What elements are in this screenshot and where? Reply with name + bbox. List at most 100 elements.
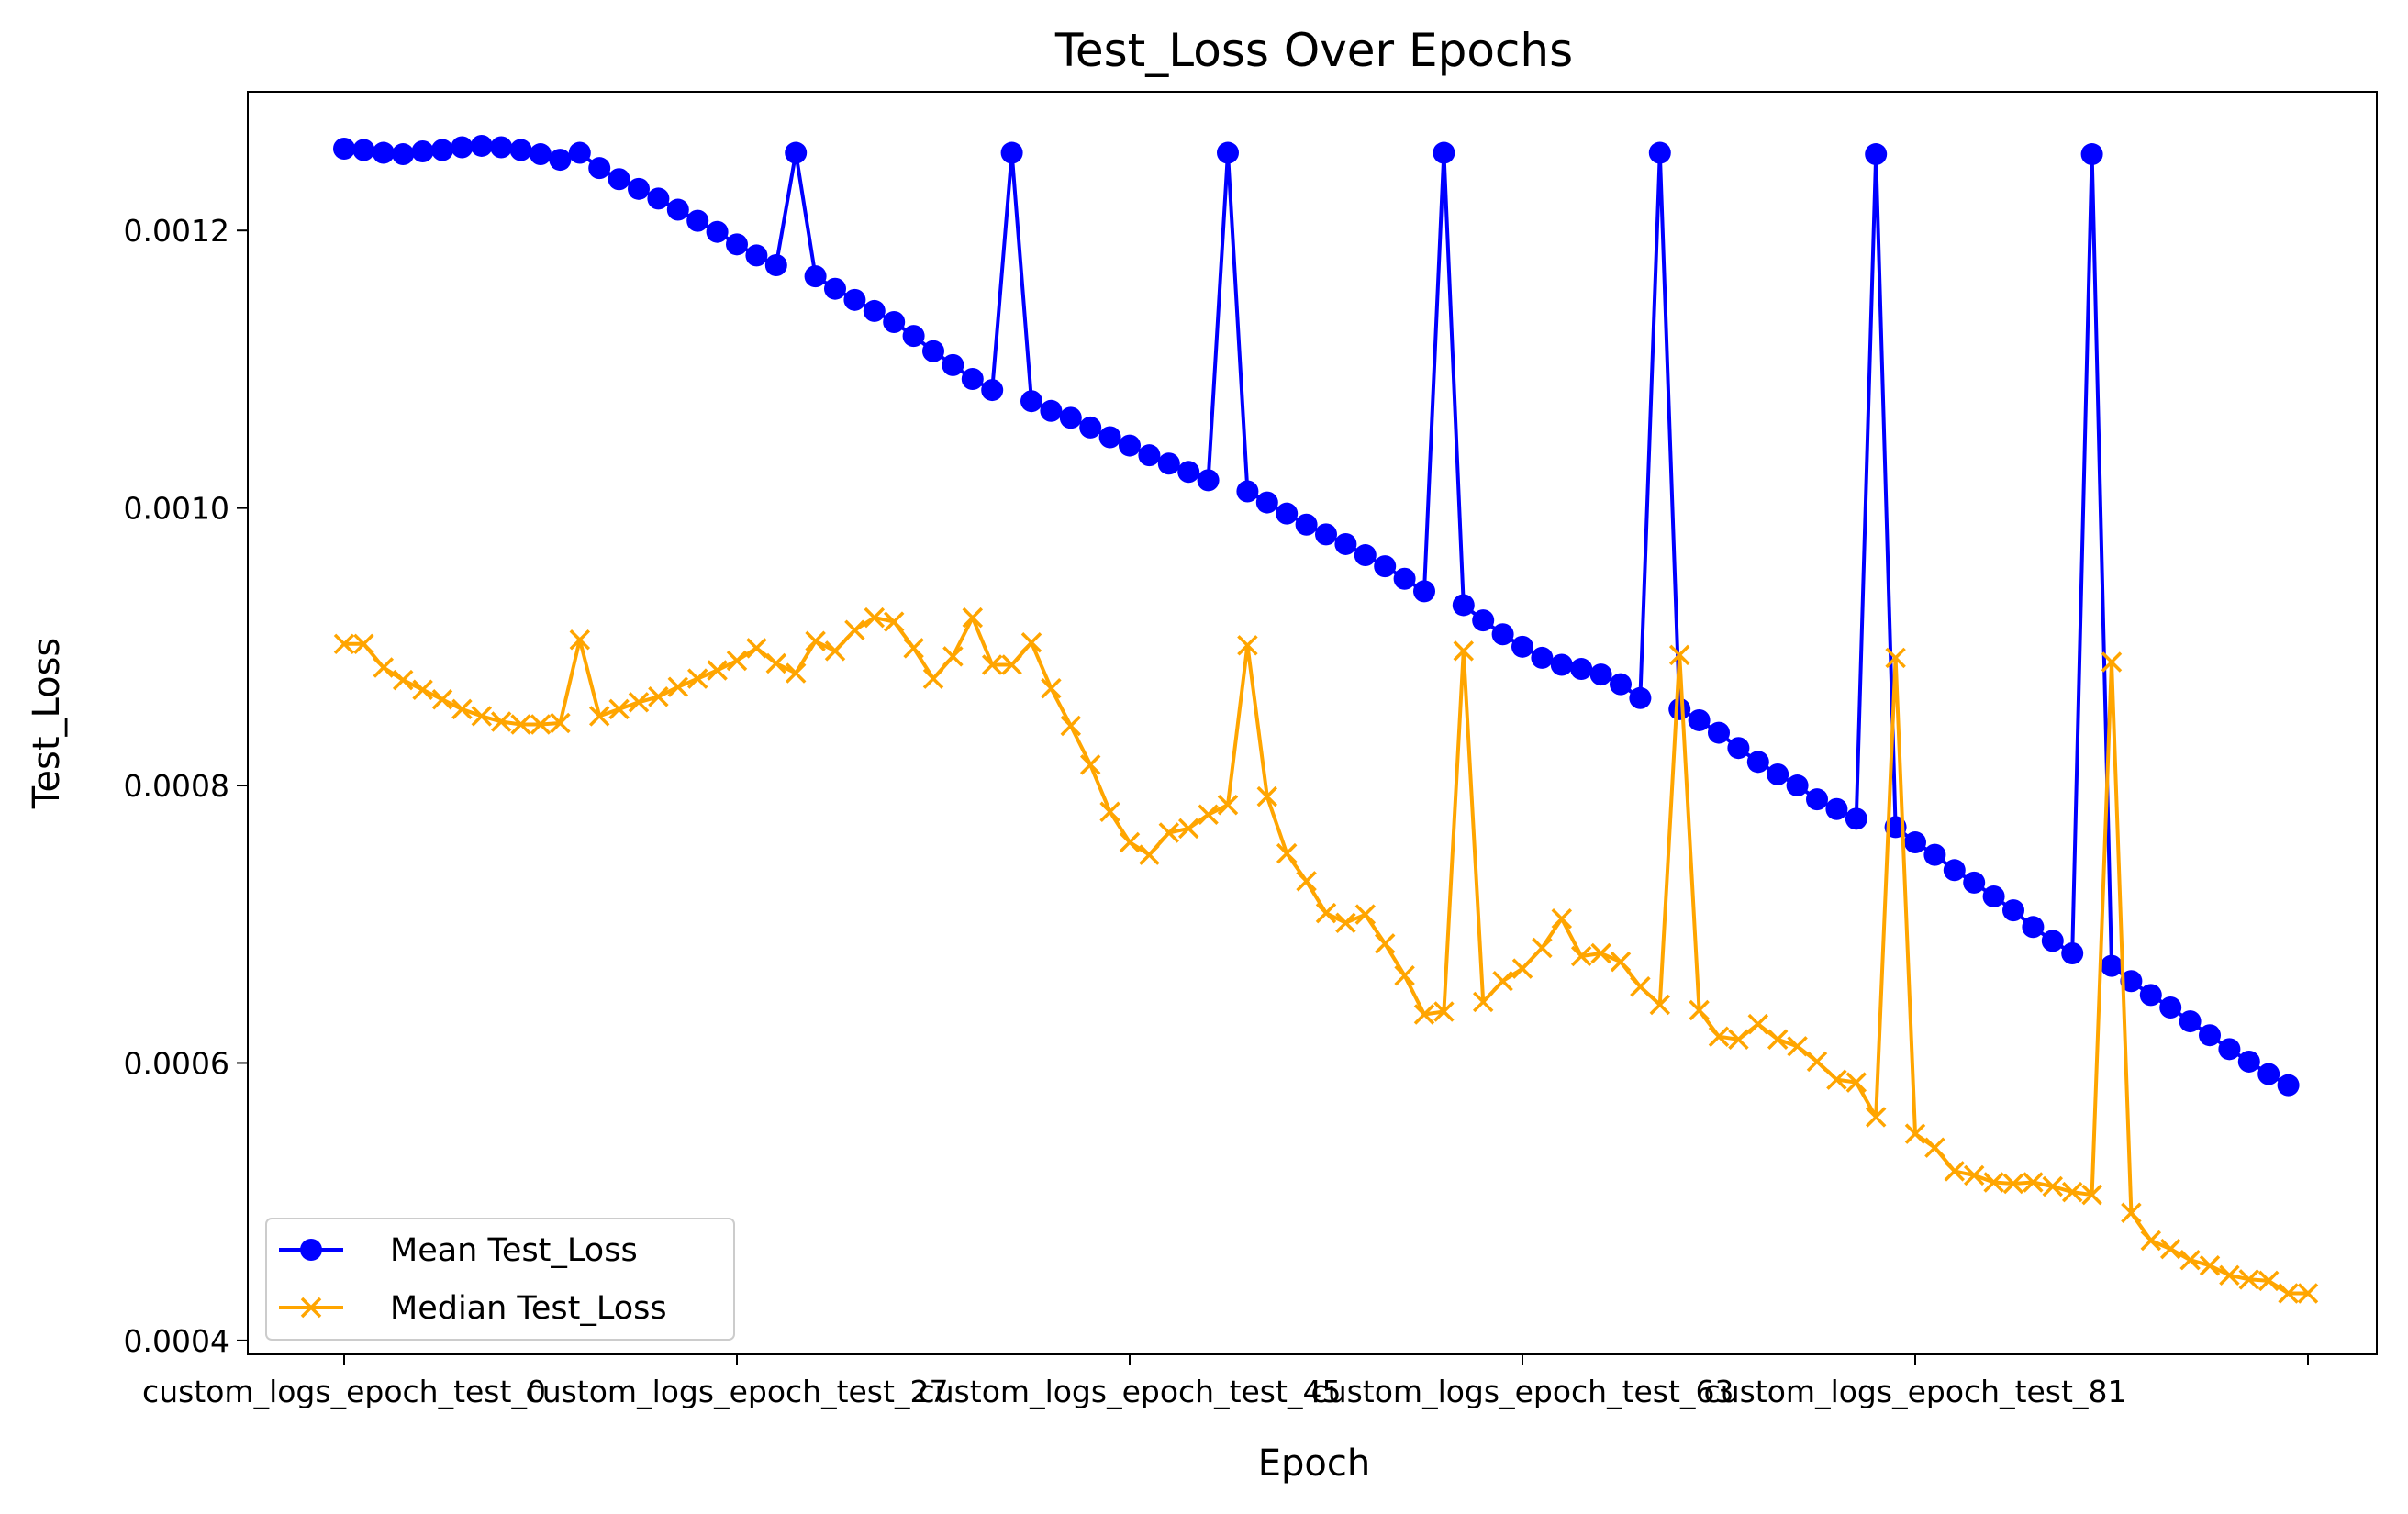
series-0-point-73 — [1767, 763, 1789, 785]
series-1-point-47 — [1256, 785, 1278, 807]
series-1-point-35 — [1020, 632, 1042, 653]
y-tick-label-2: 0.0008 — [124, 768, 229, 804]
series-0-point-40 — [1119, 434, 1141, 457]
series-1-point-54 — [1394, 964, 1415, 986]
x-tick-label-0: custom_logs_epoch_test_0 — [142, 1374, 546, 1409]
series-1-point-69 — [1689, 999, 1710, 1021]
series-0-point-95 — [2199, 1024, 2221, 1047]
series-1-point-63 — [1570, 945, 1592, 967]
series-0-point-56 — [1433, 141, 1455, 164]
series-1-point-67 — [1649, 994, 1671, 1016]
plot-background — [248, 92, 2377, 1354]
series-0-point-39 — [1098, 426, 1121, 449]
series-1-point-85 — [2002, 1173, 2024, 1195]
series-0-point-20 — [726, 233, 748, 256]
series-1-point-80 — [1904, 1123, 1926, 1144]
series-1-point-27 — [864, 607, 886, 629]
series-1-point-58 — [1472, 991, 1494, 1013]
series-1-point-9 — [510, 714, 531, 735]
y-tick-label-1: 0.0006 — [124, 1045, 229, 1081]
series-0-point-48 — [1276, 502, 1299, 525]
series-0-point-10 — [530, 143, 552, 166]
series-1-point-31 — [942, 646, 964, 667]
series-1-point-39 — [1099, 801, 1120, 823]
series-0-point-1 — [352, 139, 375, 161]
series-1-point-60 — [1511, 958, 1533, 979]
series-0-point-66 — [1629, 686, 1652, 709]
series-0-point-8 — [490, 136, 513, 159]
series-1-point-23 — [785, 662, 807, 684]
series-1-point-79 — [1885, 647, 1906, 669]
series-0-point-85 — [2002, 899, 2024, 922]
series-0-point-55 — [1413, 580, 1435, 603]
series-1-point-36 — [1041, 677, 1062, 699]
y-tick-label-0: 0.0004 — [124, 1323, 229, 1359]
series-0-point-28 — [883, 311, 906, 334]
series-1-point-16 — [648, 686, 669, 707]
series-0-point-32 — [961, 368, 984, 391]
series-1-point-18 — [686, 668, 708, 689]
series-0-point-43 — [1177, 461, 1200, 484]
series-0-point-14 — [608, 168, 630, 191]
series-0-point-35 — [1020, 390, 1042, 413]
series-1-point-52 — [1354, 904, 1377, 925]
series-0-point-91 — [2120, 970, 2143, 993]
x-tick-label-4: custom_logs_epoch_test_81 — [1704, 1374, 2127, 1409]
y-tick-label-4: 0.0012 — [124, 213, 229, 249]
series-0-point-41 — [1138, 444, 1161, 467]
series-1-point-14 — [608, 698, 630, 720]
series-0-point-94 — [2179, 1010, 2202, 1033]
series-0-point-11 — [549, 149, 572, 172]
series-0-point-2 — [372, 141, 395, 164]
series-1-point-65 — [1610, 951, 1632, 973]
series-1-point-0 — [333, 633, 355, 655]
series-0-point-4 — [411, 140, 434, 163]
series-1-point-59 — [1492, 971, 1513, 992]
series-1-point-51 — [1335, 912, 1356, 933]
series-1-point-30 — [922, 668, 944, 689]
series-1-point-45 — [1217, 794, 1239, 816]
series-0-point-61 — [1531, 646, 1554, 669]
series-0-point-15 — [628, 177, 650, 200]
series-1-point-70 — [1708, 1026, 1730, 1047]
series-0-point-27 — [863, 299, 886, 322]
series-1-point-82 — [1944, 1161, 1966, 1182]
series-0-point-19 — [706, 220, 729, 243]
series-1-point-75 — [1806, 1051, 1828, 1073]
series-0-point-5 — [431, 139, 453, 161]
series-1-point-20 — [726, 650, 748, 672]
y-tick-label-3: 0.0010 — [124, 491, 229, 527]
series-1-point-90 — [2101, 651, 2123, 673]
series-0-point-99 — [2277, 1074, 2300, 1097]
x-axis-label: Epoch — [1258, 1442, 1370, 1485]
series-1-point-2 — [373, 657, 395, 678]
legend-label-0: Mean Test_Loss — [390, 1232, 638, 1269]
series-0-point-59 — [1491, 623, 1514, 646]
series-1-point-11 — [550, 712, 571, 734]
series-1-point-92 — [2140, 1230, 2162, 1252]
series-1-point-74 — [1787, 1036, 1808, 1057]
x-tick-label-3: custom_logs_epoch_test_63 — [1311, 1374, 1734, 1409]
series-1-point-5 — [431, 689, 453, 710]
series-1-point-41 — [1139, 844, 1160, 865]
series-1-point-87 — [2042, 1175, 2064, 1197]
series-1-point-40 — [1119, 831, 1141, 853]
series-1-point-34 — [1001, 654, 1022, 675]
series-1-point-6 — [452, 698, 473, 720]
series-0-point-12 — [568, 141, 591, 164]
series-0-point-88 — [2061, 942, 2084, 965]
series-0-point-0 — [333, 137, 355, 160]
series-0-point-16 — [647, 187, 670, 210]
series-0-point-31 — [942, 353, 964, 376]
series-0-point-46 — [1236, 480, 1259, 503]
series-1-point-71 — [1728, 1029, 1749, 1050]
series-1-point-46 — [1237, 635, 1258, 656]
plot-frame — [247, 91, 2378, 1355]
series-0-point-49 — [1295, 513, 1318, 536]
series-0-point-26 — [843, 288, 866, 311]
series-0-point-89 — [2080, 143, 2103, 166]
series-1-point-76 — [1826, 1069, 1847, 1090]
legend-label-1: Median Test_Loss — [390, 1290, 667, 1327]
legend-box — [265, 1218, 735, 1341]
plot-area — [248, 92, 2377, 1354]
